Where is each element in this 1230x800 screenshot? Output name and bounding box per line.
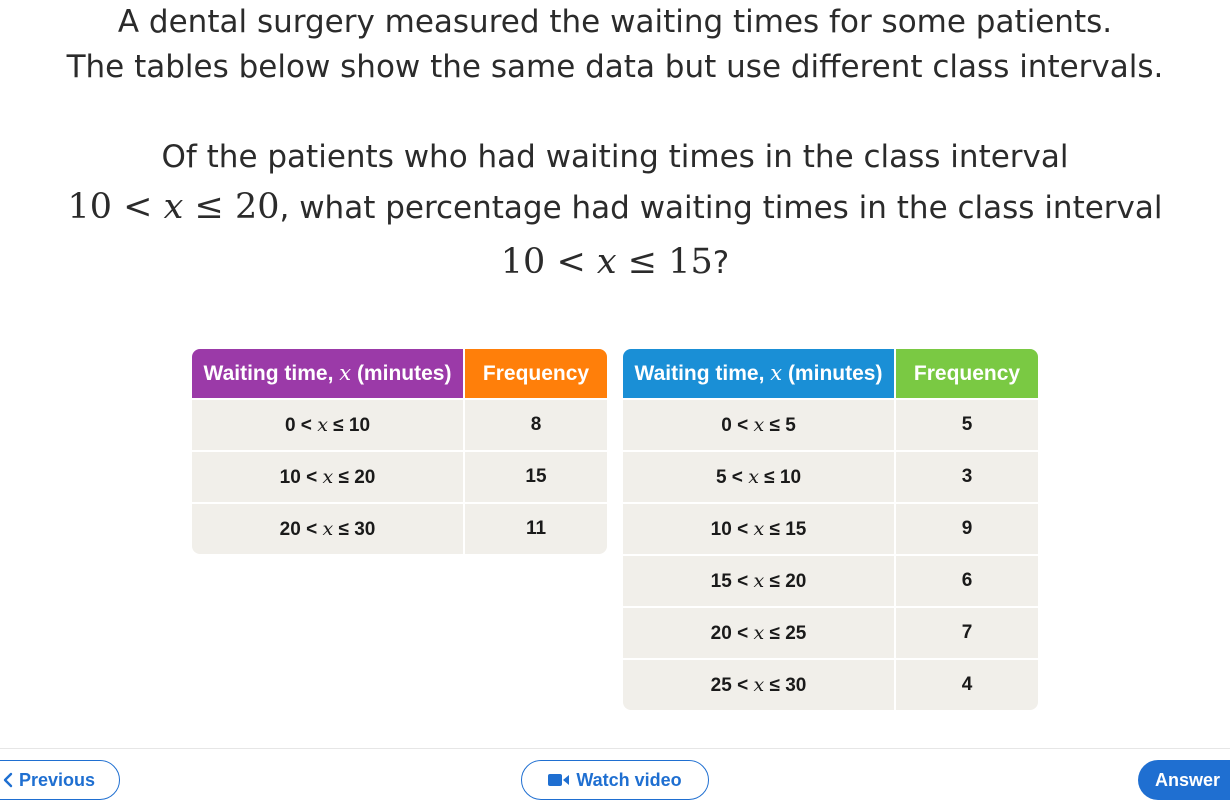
table-row: 10 < x ≤ 20 15 (192, 450, 607, 502)
answer-button[interactable]: Answer (1138, 760, 1230, 800)
frequency-header: Frequency (894, 349, 1038, 398)
inequality-10-x-15: 10 < x ≤ 15 (500, 242, 713, 282)
frequency-cell: 5 (894, 398, 1038, 450)
frequency-table-10-minute-intervals: Waiting time, x (minutes) Frequency 0 < … (192, 349, 607, 554)
class-interval-cell: 0 < x ≤ 10 (192, 398, 463, 450)
question-line-4: 10 < x ≤ 20, what percentage had waiting… (67, 187, 1163, 227)
previous-label: Previous (19, 769, 96, 790)
footer-divider (0, 748, 1230, 749)
frequency-cell: 3 (894, 450, 1038, 502)
answer-label: Answer (1155, 769, 1221, 790)
table-row: 15 < x ≤ 20 6 (623, 554, 1038, 606)
chevron-left-icon (3, 772, 13, 788)
table-row: 0 < x ≤ 10 8 (192, 398, 607, 450)
question-line-2: The tables below show the same data but … (66, 49, 1164, 85)
class-interval-cell: 5 < x ≤ 10 (623, 450, 894, 502)
table-row: 25 < x ≤ 30 4 (623, 658, 1038, 710)
class-interval-cell: 15 < x ≤ 20 (623, 554, 894, 606)
question-line-1: A dental surgery measured the waiting ti… (117, 4, 1113, 40)
table-row: 10 < x ≤ 15 9 (623, 502, 1038, 554)
frequency-cell: 6 (894, 554, 1038, 606)
frequency-cell: 9 (894, 502, 1038, 554)
frequency-cell: 11 (463, 502, 607, 554)
waiting-time-header: Waiting time, x (minutes) (623, 349, 894, 398)
inequality-10-x-20: 10 < x ≤ 20 (67, 187, 280, 227)
waiting-time-header: Waiting time, x (minutes) (192, 349, 463, 398)
frequency-cell: 7 (894, 606, 1038, 658)
class-interval-cell: 0 < x ≤ 5 (623, 398, 894, 450)
table-row: 20 < x ≤ 30 11 (192, 502, 607, 554)
video-camera-icon (548, 773, 570, 787)
table-row: 20 < x ≤ 25 7 (623, 606, 1038, 658)
watch-video-button[interactable]: Watch video (521, 760, 709, 800)
class-interval-cell: 20 < x ≤ 25 (623, 606, 894, 658)
class-interval-cell: 10 < x ≤ 15 (623, 502, 894, 554)
table-row: 5 < x ≤ 10 3 (623, 450, 1038, 502)
previous-button[interactable]: Previous (0, 760, 120, 800)
question-line-3: Of the patients who had waiting times in… (161, 139, 1069, 175)
frequency-header: Frequency (463, 349, 607, 398)
frequency-table-5-minute-intervals: Waiting time, x (minutes) Frequency 0 < … (623, 349, 1038, 710)
frequency-cell: 4 (894, 658, 1038, 710)
question-line-5: 10 < x ≤ 15? (500, 242, 730, 282)
class-interval-cell: 20 < x ≤ 30 (192, 502, 463, 554)
watch-video-label: Watch video (576, 769, 682, 790)
class-interval-cell: 25 < x ≤ 30 (623, 658, 894, 710)
class-interval-cell: 10 < x ≤ 20 (192, 450, 463, 502)
frequency-cell: 8 (463, 398, 607, 450)
frequency-cell: 15 (463, 450, 607, 502)
